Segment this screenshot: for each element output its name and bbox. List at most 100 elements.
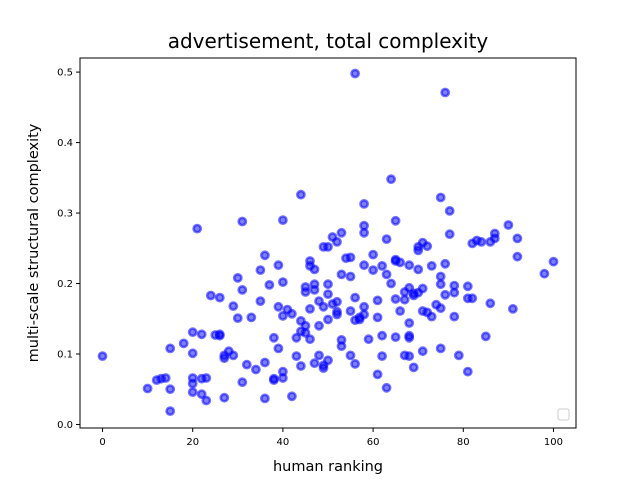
- data-point: [359, 198, 369, 209]
- data-point: [440, 87, 451, 98]
- data-point: [426, 260, 437, 271]
- x-tick-label: 100: [544, 437, 563, 448]
- data-point: [345, 306, 356, 316]
- y-tick-label: 0.0: [57, 420, 73, 431]
- y-axis-label: multi-scale structural complexity: [26, 123, 42, 362]
- data-point: [286, 308, 297, 319]
- data-point: [417, 283, 428, 294]
- data-point: [277, 277, 288, 287]
- data-point: [214, 292, 225, 303]
- data-point: [480, 331, 491, 342]
- data-point: [413, 245, 424, 256]
- data-point: [449, 311, 460, 322]
- data-point: [309, 358, 320, 369]
- data-point: [187, 327, 198, 338]
- data-point: [187, 387, 198, 397]
- data-point: [332, 296, 342, 307]
- data-point: [255, 265, 266, 275]
- data-point: [165, 384, 176, 395]
- data-point: [422, 241, 433, 252]
- data-point: [512, 251, 523, 262]
- data-point: [277, 215, 288, 225]
- data-point: [264, 279, 275, 290]
- data-point: [237, 377, 248, 388]
- data-point: [336, 341, 347, 352]
- data-point: [255, 296, 266, 306]
- data-point: [377, 330, 387, 341]
- data-point: [350, 292, 360, 303]
- x-tick-label: 40: [277, 437, 290, 448]
- data-point: [503, 220, 514, 230]
- y-tick-label: 0.5: [57, 68, 73, 79]
- data-point: [187, 378, 198, 389]
- data-point: [291, 332, 302, 343]
- data-point: [323, 355, 333, 366]
- data-point: [435, 343, 446, 354]
- data-point: [187, 348, 198, 359]
- y-tick-label: 0.4: [57, 138, 73, 149]
- data-point: [368, 265, 378, 275]
- data-point: [259, 357, 270, 368]
- data-point: [372, 312, 383, 323]
- data-point: [345, 350, 356, 361]
- data-point: [449, 287, 460, 298]
- data-point: [372, 369, 383, 380]
- data-point: [453, 350, 464, 361]
- data-point: [489, 233, 500, 244]
- data-point: [350, 358, 360, 369]
- data-point: [363, 334, 374, 345]
- data-point: [359, 260, 369, 271]
- data-point: [318, 363, 329, 373]
- data-point: [232, 313, 243, 323]
- data-point: [295, 361, 306, 371]
- data-point: [435, 271, 446, 282]
- data-point: [142, 383, 153, 394]
- y-tick-label: 0.2: [57, 279, 73, 290]
- data-point: [508, 303, 518, 314]
- plot-area-frame: [79, 57, 577, 429]
- data-point: [300, 287, 311, 297]
- data-point: [178, 338, 189, 349]
- data-point: [305, 303, 315, 314]
- data-point: [323, 289, 333, 299]
- data-point: [413, 264, 424, 275]
- data-point: [241, 359, 252, 370]
- data-point: [408, 362, 419, 373]
- x-axis-ticks: 0 20 40 60 80 100: [99, 428, 563, 448]
- data-point: [462, 281, 473, 292]
- data-point: [404, 332, 415, 343]
- data-point: [205, 290, 216, 301]
- data-point: [390, 215, 401, 226]
- data-point: [440, 258, 451, 269]
- data-point: [386, 174, 396, 185]
- y-tick-label: 0.1: [57, 350, 73, 361]
- data-point: [219, 353, 230, 364]
- data-point: [390, 332, 401, 342]
- data-point: [467, 293, 478, 304]
- data-point: [246, 312, 257, 323]
- data-point: [160, 373, 171, 383]
- data-point: [381, 269, 392, 280]
- data-point: [381, 382, 392, 393]
- data-point: [417, 346, 428, 357]
- data-point: [440, 289, 451, 300]
- data-point: [359, 309, 369, 320]
- data-point: [372, 295, 383, 306]
- x-tick-label: 0: [99, 437, 105, 448]
- data-point: [444, 205, 455, 216]
- data-point: [165, 343, 176, 354]
- data-point: [377, 260, 387, 271]
- data-point: [476, 236, 487, 247]
- data-point: [395, 257, 405, 268]
- data-point: [404, 318, 415, 328]
- data-point: [336, 227, 347, 238]
- data-point: [485, 298, 496, 309]
- data-point: [196, 329, 207, 340]
- data-points: [97, 68, 559, 416]
- data-point: [277, 310, 288, 321]
- data-point: [336, 269, 347, 280]
- data-point: [368, 249, 378, 260]
- data-point: [435, 279, 446, 290]
